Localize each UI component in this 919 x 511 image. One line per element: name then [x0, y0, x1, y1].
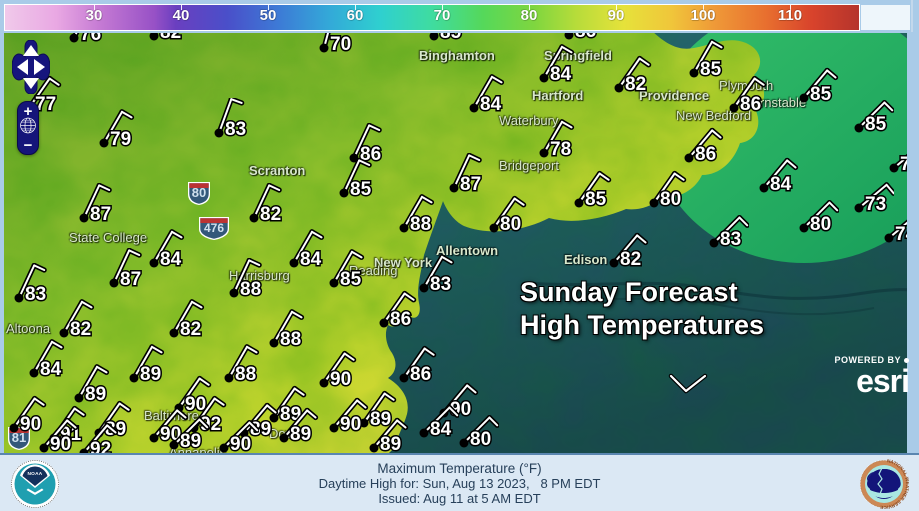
svg-text:NOAA: NOAA — [28, 471, 43, 477]
